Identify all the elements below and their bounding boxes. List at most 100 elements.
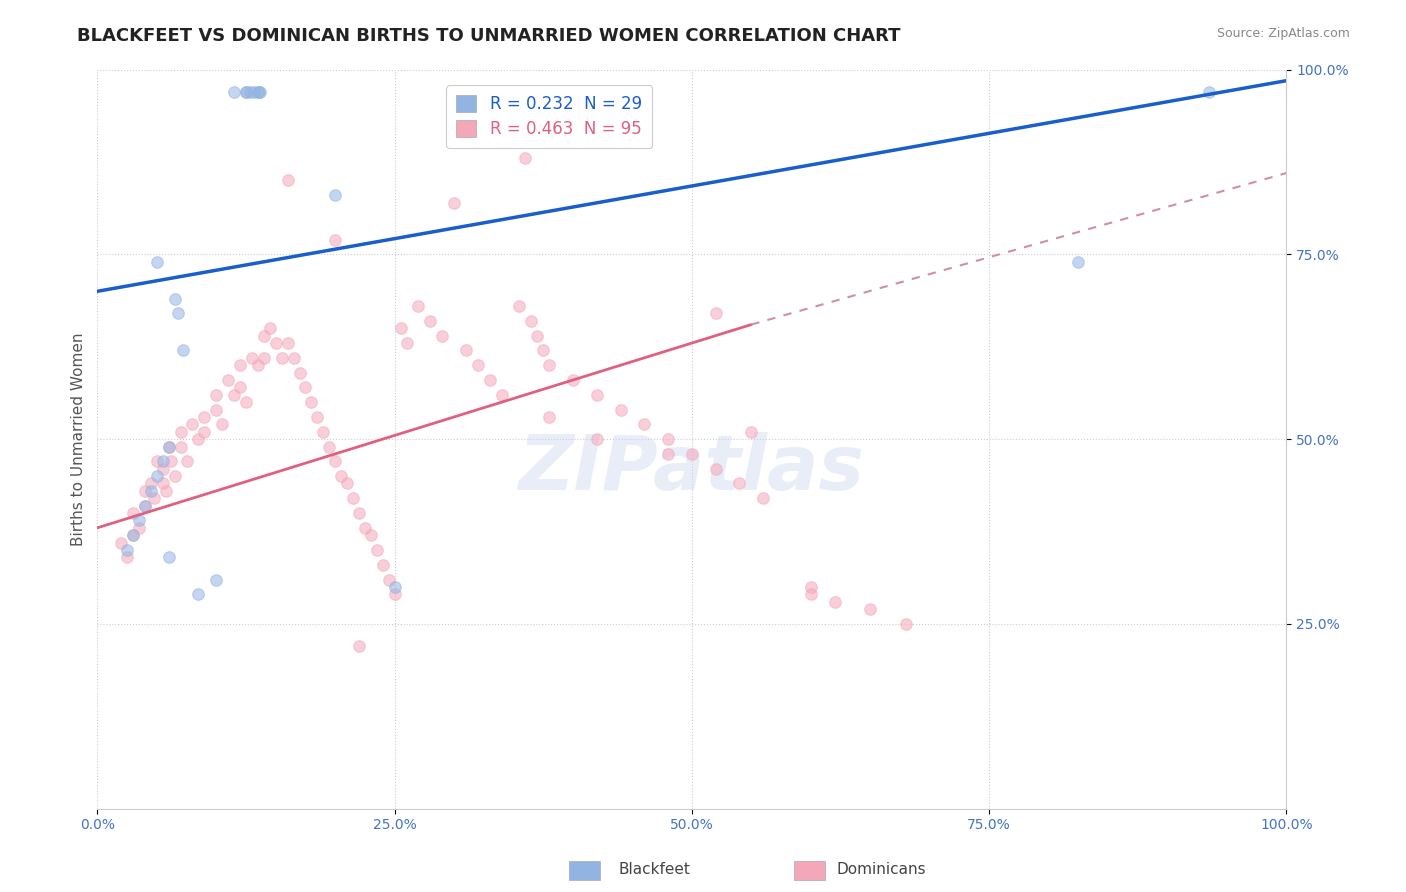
Point — [122, 506, 145, 520]
Point — [323, 188, 346, 202]
Point — [235, 85, 257, 99]
Point — [609, 402, 631, 417]
Point — [318, 440, 340, 454]
Point — [894, 616, 917, 631]
Point — [246, 85, 269, 99]
Point — [389, 321, 412, 335]
Point — [354, 521, 377, 535]
Point — [299, 395, 322, 409]
Point — [633, 417, 655, 432]
Point — [800, 580, 823, 594]
Point — [110, 535, 132, 549]
Point — [824, 595, 846, 609]
Point — [224, 388, 246, 402]
Point — [270, 351, 292, 365]
Point — [454, 343, 477, 358]
Point — [419, 314, 441, 328]
Point — [526, 328, 548, 343]
Point — [538, 85, 561, 99]
Point — [146, 454, 169, 468]
Point — [681, 447, 703, 461]
Text: ZIPatlas: ZIPatlas — [519, 432, 865, 506]
Point — [143, 491, 166, 506]
Point — [229, 380, 252, 394]
Point — [323, 454, 346, 468]
Point — [259, 321, 281, 335]
Point — [740, 425, 762, 439]
Point — [139, 476, 162, 491]
Point — [146, 469, 169, 483]
Point — [146, 254, 169, 268]
Point — [432, 328, 454, 343]
Point — [205, 573, 228, 587]
Point — [330, 469, 353, 483]
Point — [163, 292, 186, 306]
Point — [283, 351, 305, 365]
Text: Source: ZipAtlas.com: Source: ZipAtlas.com — [1216, 27, 1350, 40]
Point — [360, 528, 382, 542]
Point — [515, 151, 537, 165]
Point — [1067, 254, 1090, 268]
Point — [1198, 85, 1220, 99]
Point — [181, 417, 204, 432]
Point — [384, 580, 406, 594]
Point — [508, 299, 530, 313]
Point — [454, 85, 477, 99]
Text: Dominicans: Dominicans — [837, 863, 927, 877]
Text: Blackfeet: Blackfeet — [619, 863, 690, 877]
Point — [134, 499, 156, 513]
Point — [152, 461, 174, 475]
Point — [277, 336, 299, 351]
Point — [246, 358, 269, 372]
Point — [193, 425, 215, 439]
Point — [247, 85, 270, 99]
Text: BLACKFEET VS DOMINICAN BIRTHS TO UNMARRIED WOMEN CORRELATION CHART: BLACKFEET VS DOMINICAN BIRTHS TO UNMARRI… — [77, 27, 901, 45]
Point — [253, 351, 276, 365]
Point — [238, 85, 260, 99]
Point — [585, 388, 607, 402]
Y-axis label: Births to Unmarried Women: Births to Unmarried Women — [72, 333, 86, 546]
Point — [562, 373, 585, 387]
Point — [193, 409, 215, 424]
Point — [366, 543, 388, 558]
Point — [585, 432, 607, 446]
Point — [128, 513, 150, 527]
Point — [128, 521, 150, 535]
Point — [139, 483, 162, 498]
Point — [169, 425, 191, 439]
Point — [336, 476, 359, 491]
Legend: R = 0.232  N = 29, R = 0.463  N = 95: R = 0.232 N = 29, R = 0.463 N = 95 — [447, 86, 652, 148]
Point — [152, 454, 174, 468]
Point — [538, 358, 561, 372]
Point — [187, 587, 209, 601]
Point — [235, 85, 257, 99]
Point — [187, 432, 209, 446]
Point — [160, 454, 183, 468]
Point — [167, 306, 190, 320]
Point — [122, 528, 145, 542]
Point — [704, 306, 727, 320]
Point — [657, 447, 679, 461]
Point — [323, 233, 346, 247]
Point — [752, 491, 775, 506]
Point — [243, 85, 266, 99]
Point — [467, 358, 489, 372]
Point — [115, 543, 138, 558]
Point — [115, 550, 138, 565]
Point — [229, 358, 252, 372]
Point — [249, 85, 271, 99]
Point — [224, 85, 246, 99]
Point — [800, 587, 823, 601]
Point — [395, 336, 418, 351]
Point — [205, 388, 228, 402]
Point — [520, 314, 543, 328]
Point — [277, 173, 299, 187]
Point — [377, 573, 399, 587]
Point — [312, 425, 335, 439]
Point — [217, 373, 239, 387]
Point — [240, 351, 263, 365]
Point — [443, 195, 465, 210]
Point — [288, 366, 311, 380]
Point — [657, 432, 679, 446]
Point — [122, 528, 145, 542]
